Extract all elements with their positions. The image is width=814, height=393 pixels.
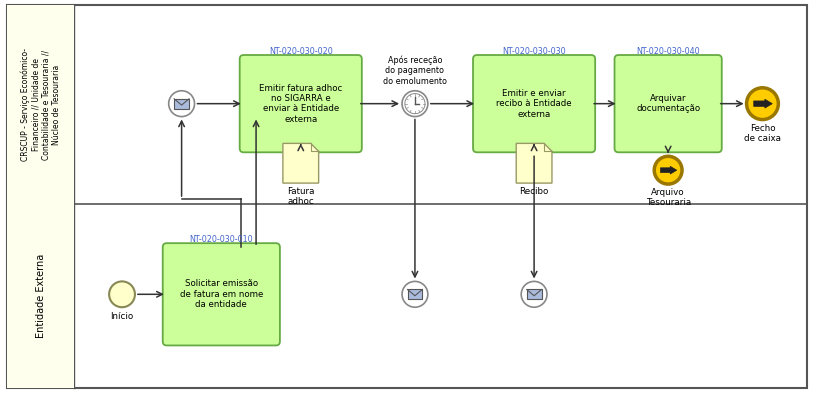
- Text: Emitir e enviar
recibo à Entidade
externa: Emitir e enviar recibo à Entidade extern…: [497, 89, 572, 119]
- Bar: [408, 290, 422, 299]
- Text: Entidade Externa: Entidade Externa: [36, 253, 46, 338]
- FancyBboxPatch shape: [7, 6, 74, 204]
- FancyBboxPatch shape: [239, 55, 361, 152]
- FancyBboxPatch shape: [163, 243, 280, 345]
- Text: Arquivar
documentação: Arquivar documentação: [636, 94, 700, 113]
- Text: Fatura
adhoc: Fatura adhoc: [287, 187, 314, 206]
- Circle shape: [746, 88, 778, 119]
- Text: NT-020-030-020: NT-020-030-020: [269, 47, 333, 56]
- Text: Recibo: Recibo: [519, 187, 549, 196]
- Polygon shape: [283, 143, 318, 183]
- Text: Após receção
do pagamento
do emolumento: Após receção do pagamento do emolumento: [383, 55, 447, 86]
- Polygon shape: [754, 99, 772, 108]
- Text: NT-020-030-040: NT-020-030-040: [637, 47, 700, 56]
- Text: Emitir fatura adhoc
no SIGARRA e
enviar à Entidade
externa: Emitir fatura adhoc no SIGARRA e enviar …: [259, 84, 343, 124]
- Text: Início: Início: [111, 312, 133, 321]
- Circle shape: [521, 281, 547, 307]
- Text: NT-020-030-010: NT-020-030-010: [190, 235, 253, 244]
- Bar: [174, 99, 189, 108]
- Polygon shape: [516, 143, 552, 183]
- FancyBboxPatch shape: [473, 55, 595, 152]
- Circle shape: [168, 91, 195, 117]
- Text: CRSCUP - Serviço Económico-
Financeiro // Unidade de
Contabilidade e Tesouraria : CRSCUP - Serviço Económico- Financeiro /…: [20, 48, 61, 161]
- Circle shape: [654, 156, 682, 184]
- Bar: [527, 290, 541, 299]
- Text: Arquivo
Tesouraria: Arquivo Tesouraria: [646, 188, 691, 208]
- Circle shape: [402, 281, 428, 307]
- FancyBboxPatch shape: [615, 55, 722, 152]
- Circle shape: [109, 281, 135, 307]
- FancyBboxPatch shape: [7, 6, 807, 387]
- Polygon shape: [660, 166, 676, 174]
- Text: Fecho
de caixa: Fecho de caixa: [744, 123, 781, 143]
- FancyBboxPatch shape: [7, 204, 74, 387]
- Text: Solicitar emissão
de fatura em nome
da entidade: Solicitar emissão de fatura em nome da e…: [180, 279, 263, 309]
- Circle shape: [402, 91, 428, 117]
- Text: NT-020-030-030: NT-020-030-030: [502, 47, 566, 56]
